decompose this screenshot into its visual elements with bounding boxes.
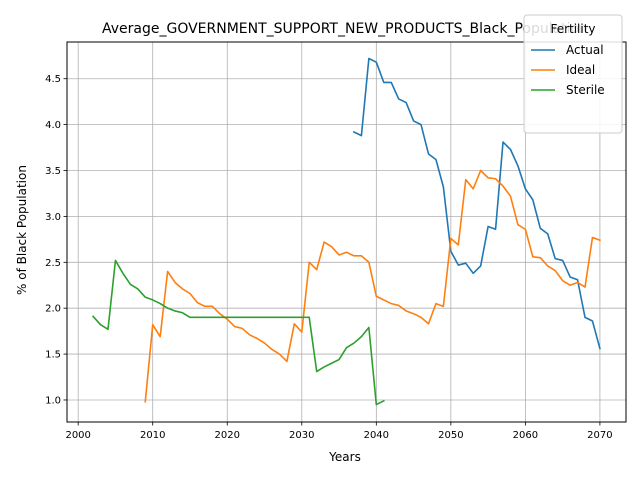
legend: Fertility Actual Ideal Sterile: [523, 14, 623, 134]
y-tick-label: 3.0: [45, 212, 61, 223]
x-tick-label: 2070: [587, 430, 612, 441]
y-axis-label: % of Black Population: [15, 165, 29, 295]
x-tick-label: 2040: [364, 430, 389, 441]
x-tick-label: 2000: [65, 430, 90, 441]
x-tick-label: 2030: [289, 430, 314, 441]
legend-label-ideal: Ideal: [566, 63, 595, 77]
x-tick-label: 2050: [438, 430, 463, 441]
series-line-ideal: [144, 169, 601, 403]
plot-series: [91, 57, 601, 406]
legend-label-actual: Actual: [566, 43, 604, 57]
series-line-actual: [352, 57, 601, 350]
y-tick-label: 2.5: [45, 258, 61, 269]
y-tick-label: 4.0: [45, 120, 61, 131]
legend-box: [523, 14, 623, 134]
y-tick-label: 1.0: [45, 395, 61, 406]
plot-frame: [66, 41, 627, 423]
y-tick-label: 2.0: [45, 304, 61, 315]
y-tick-label: 4.5: [45, 74, 61, 85]
x-axis-label: Years: [328, 450, 361, 464]
y-tick-label: 3.5: [45, 166, 61, 177]
legend-title: Fertility: [550, 22, 595, 36]
axis-ticks: 2000 2010 2020 2030 2040 2050 2060 2070 1.0 1.5 2.…: [45, 74, 613, 441]
x-tick-label: 2060: [513, 430, 538, 441]
x-tick-label: 2010: [140, 430, 165, 441]
x-tick-label: 2020: [215, 430, 240, 441]
legend-entries: Actual Ideal Sterile: [531, 43, 605, 97]
legend-label-sterile: Sterile: [566, 83, 605, 97]
series-line-sterile: [91, 259, 385, 406]
y-tick-label: 1.5: [45, 350, 61, 361]
chart-title: Average_GOVERNMENT_SUPPORT_NEW_PRODUCTS_…: [102, 21, 588, 37]
